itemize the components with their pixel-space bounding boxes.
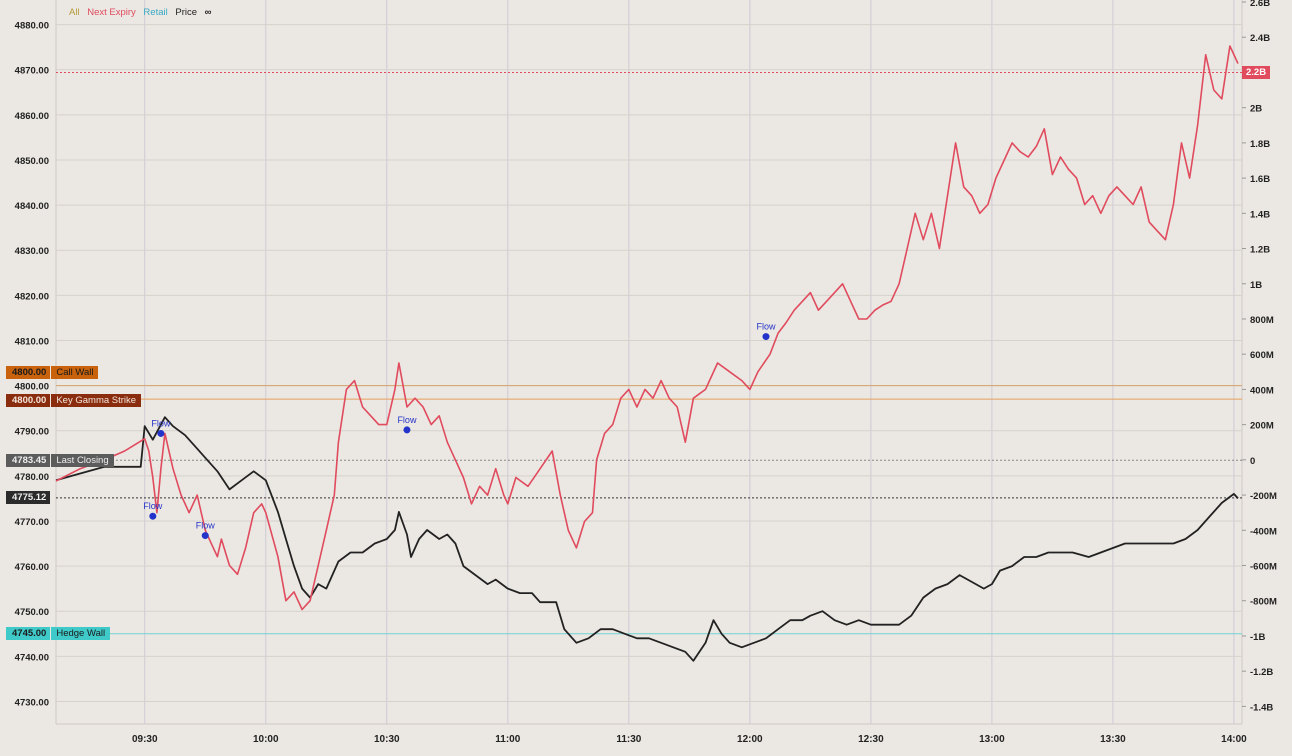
legend: All Next Expiry Retail Price ∞ [69, 7, 216, 18]
call-wall-value: 4800.00 [6, 366, 51, 380]
x-tick-label: 13:00 [979, 734, 1005, 745]
next-expiry-series-line [55, 45, 1239, 611]
series-group [55, 45, 1239, 662]
key-gamma-tag: 4800.00 Key Gamma Strike [6, 393, 142, 407]
y-left-tick-label: 4850.00 [15, 156, 49, 167]
grid [55, 0, 1243, 725]
flow-marker-dot [762, 333, 770, 341]
key-gamma-value: 4800.00 [6, 393, 51, 407]
y-right-tick-label: 2.6B [1250, 0, 1270, 9]
y-right-tick-label: 1.8B [1250, 139, 1270, 150]
flow-marker-label: Flow [143, 501, 163, 511]
y-left-tick-label: 4860.00 [15, 111, 49, 122]
right-axis: -1.4B -1.2B -1B -800M -600M -400M -200M 0 200M 40… [1242, 0, 1277, 713]
flow-markers: Flow Flow Flow Flow Flow [143, 322, 776, 540]
last-closing-tag: 4783.45 Last Closing [6, 453, 114, 467]
y-left-tick-label: 4880.00 [15, 21, 49, 32]
x-tick-label: 11:00 [495, 734, 520, 745]
left-axis: 4730.00 4740.00 4750.00 4760.00 4770.00 4780.… [15, 21, 49, 709]
y-left-tick-label: 4760.00 [15, 562, 49, 573]
legend-retail[interactable]: Retail [143, 7, 168, 18]
y-right-tick-label: 1.2B [1250, 245, 1270, 256]
call-wall-tag: 4800.00 Call Wall [6, 366, 99, 380]
y-left-tick-label: 4870.00 [15, 66, 49, 77]
y-left-tick-label: 4840.00 [15, 201, 49, 212]
legend-price[interactable]: Price [175, 7, 198, 18]
y-right-tick-label: 400M [1250, 385, 1274, 396]
y-right-tick-label: -1.4B [1250, 702, 1273, 713]
y-right-tick-label: -800M [1250, 597, 1277, 608]
reference-lines [56, 71, 1242, 635]
x-tick-label: 12:00 [737, 734, 763, 745]
flow-marker-label: Flow [397, 415, 417, 425]
y-right-tick-label: 200M [1250, 421, 1274, 432]
y-left-tick-label: 4730.00 [15, 697, 49, 708]
hedge-wall-value: 4745.00 [6, 627, 51, 641]
y-right-tick-label: 1.6B [1250, 174, 1270, 185]
x-tick-label: 13:30 [1100, 734, 1126, 745]
x-tick-label: 10:00 [253, 734, 279, 745]
x-tick-label: 14:00 [1221, 734, 1247, 745]
current-price-tag: 4775.12 [6, 491, 51, 505]
y-right-tick-label: 600M [1250, 350, 1274, 361]
flow-marker-label: Flow [756, 322, 776, 332]
last-closing-value: 4783.45 [6, 453, 51, 467]
x-tick-label: 10:30 [374, 734, 400, 745]
y-right-tick-label: -600M [1250, 562, 1277, 573]
flow-marker-label: Flow [196, 521, 216, 531]
y-right-tick-label: -1.2B [1250, 667, 1273, 678]
price-series-line [55, 416, 1239, 662]
y-right-tick-label: -1B [1250, 632, 1265, 643]
y-left-tick-label: 4800.00 [15, 382, 49, 393]
y-right-tick-label: 2B [1250, 104, 1262, 115]
y-right-tick-label: 0 [1250, 456, 1255, 467]
y-right-tick-label: 2.4B [1250, 33, 1270, 44]
flow-marker-dot [149, 512, 157, 520]
y-left-tick-label: 4820.00 [15, 291, 49, 302]
y-left-tick-label: 4780.00 [15, 472, 49, 483]
infinity-icon[interactable]: ∞ [204, 7, 212, 18]
call-wall-label: Call Wall [50, 366, 99, 380]
y-left-tick-label: 4810.00 [15, 336, 49, 347]
legend-next-expiry[interactable]: Next Expiry [87, 7, 136, 18]
y-left-tick-label: 4790.00 [15, 427, 49, 438]
hedge-wall-tag: 4745.00 Hedge Wall [6, 627, 111, 641]
next-expiry-current-value: 2.2B [1242, 65, 1271, 79]
y-right-tick-label: -400M [1250, 526, 1277, 537]
y-right-tick-label: 800M [1250, 315, 1274, 326]
y-left-tick-label: 4740.00 [15, 652, 49, 663]
legend-all[interactable]: All [69, 7, 80, 18]
key-gamma-label: Key Gamma Strike [50, 393, 142, 407]
x-axis: 09:30 10:00 10:30 11:00 11:30 12:00 12:30 13:00… [132, 734, 1247, 745]
x-tick-label: 12:30 [858, 734, 884, 745]
y-right-tick-label: 1B [1250, 280, 1262, 291]
flow-marker-dot [403, 426, 411, 434]
y-right-tick-label: 1.4B [1250, 209, 1270, 220]
current-price-value: 4775.12 [6, 491, 51, 505]
hedge-wall-label: Hedge Wall [50, 627, 111, 641]
next-expiry-current-tag: 2.2B [1242, 65, 1271, 79]
flow-marker-dot [157, 429, 165, 437]
y-left-tick-label: 4750.00 [15, 607, 49, 618]
y-right-tick-label: -200M [1250, 491, 1277, 502]
flow-marker-label: Flow [151, 418, 171, 428]
y-left-tick-label: 4770.00 [15, 517, 49, 528]
x-tick-label: 09:30 [132, 734, 158, 745]
flow-marker-dot [201, 532, 209, 540]
y-left-tick-label: 4830.00 [15, 246, 49, 257]
x-tick-label: 11:30 [616, 734, 641, 745]
last-closing-label: Last Closing [50, 453, 114, 467]
